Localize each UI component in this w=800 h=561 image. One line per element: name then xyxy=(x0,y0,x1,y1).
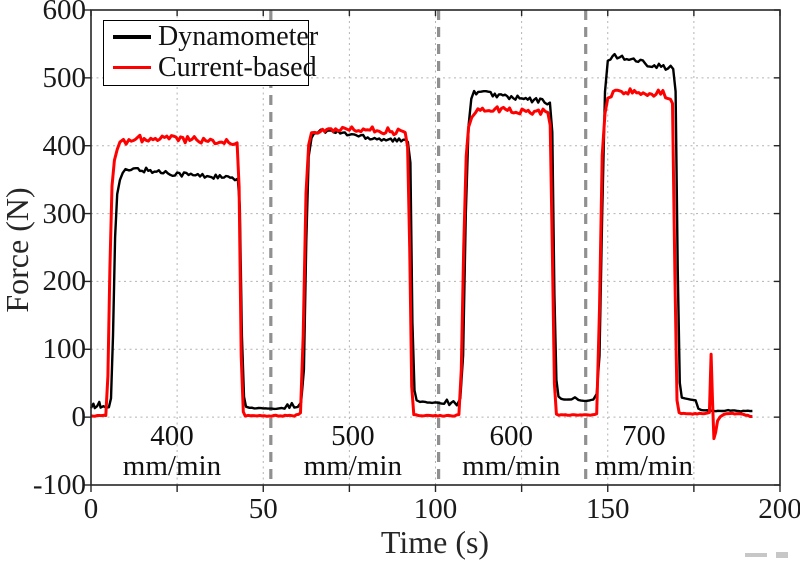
xtick-200: 200 xyxy=(758,493,800,525)
ytick-0: 0 xyxy=(71,401,87,434)
ytick-200: 200 xyxy=(42,265,87,298)
ytick-100: 100 xyxy=(42,333,87,366)
annotation-unit: mm/min xyxy=(594,450,694,482)
ytick-400: 400 xyxy=(42,129,87,162)
x-axis-label: Time (s) xyxy=(380,524,490,560)
xtick-100: 100 xyxy=(413,493,458,525)
xtick-50: 50 xyxy=(248,493,278,525)
y-axis-label: Force (N) xyxy=(0,187,35,313)
annotation-value: 400 xyxy=(150,420,194,452)
legend-item-current-based: Current-based xyxy=(104,52,317,83)
annotation-unit: mm/min xyxy=(122,450,222,482)
current-based-line-sample xyxy=(113,65,151,70)
ytick-neg100: -100 xyxy=(32,469,86,501)
ytick-500: 500 xyxy=(42,61,87,94)
xtick-0: 0 xyxy=(83,493,99,525)
annotation-value: 500 xyxy=(331,420,375,452)
xtick-150: 150 xyxy=(586,493,630,525)
annotation-400-mm-min: 400 mm/min xyxy=(97,421,247,481)
ytick-600: 600 xyxy=(42,0,87,26)
legend: Dynamometer Current-based xyxy=(103,20,318,86)
legend-item-dynamometer: Dynamometer xyxy=(104,21,318,52)
crop-artifact xyxy=(745,553,767,557)
annotation-value: 600 xyxy=(489,420,534,452)
annotation-700-mm-min: 700 mm/min xyxy=(569,421,719,481)
annotation-unit: mm/min xyxy=(462,450,561,482)
ytick-300: 300 xyxy=(42,197,87,230)
crop-artifact xyxy=(776,552,788,558)
annotation-500-mm-min: 500 mm/min xyxy=(278,421,428,481)
annotation-unit: mm/min xyxy=(303,450,402,482)
legend-label: Current-based xyxy=(158,51,317,83)
legend-label: Dynamometer xyxy=(158,20,319,52)
annotation-value: 700 xyxy=(622,420,666,452)
annotation-600-mm-min: 600 mm/min xyxy=(436,421,586,481)
dynamometer-line-sample xyxy=(113,34,151,39)
